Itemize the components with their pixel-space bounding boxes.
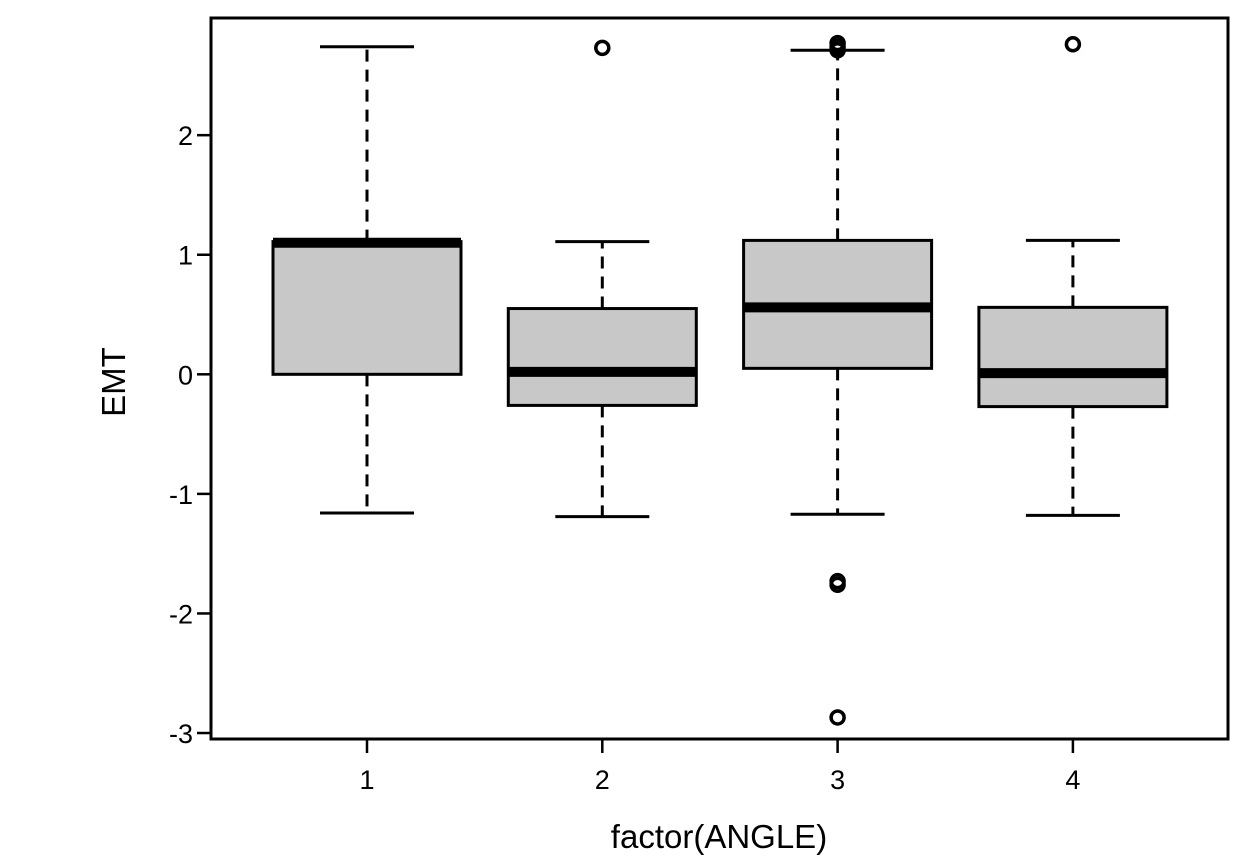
plot-frame (209, 16, 1230, 741)
x-axis: 1 2 3 4 (359, 739, 1080, 795)
y-axis-title: EMT (95, 347, 132, 417)
box-group-3 (742, 34, 934, 726)
x-tick-label: 1 (359, 765, 374, 795)
y-tick-label: 1 (178, 241, 193, 271)
box-group-4 (977, 36, 1169, 517)
outlier-point (1064, 36, 1082, 53)
outlier-point (829, 709, 846, 726)
y-tick-label: -1 (169, 480, 193, 510)
y-tick-label: 0 (178, 360, 193, 390)
y-tick-label: -3 (169, 719, 193, 749)
box-iqr (506, 307, 698, 407)
y-tick-label: -2 (169, 599, 193, 629)
box-iqr (271, 240, 463, 376)
boxes (271, 34, 1169, 726)
x-axis-title: factor(ANGLE) (611, 818, 827, 855)
y-tick-label: 2 (178, 121, 193, 151)
outlier-point (594, 39, 611, 57)
x-tick-label: 2 (595, 765, 610, 795)
box-group-1 (271, 45, 463, 515)
box-group-2 (506, 39, 698, 519)
outlier-point (829, 576, 846, 594)
outlier-point (829, 42, 846, 59)
x-tick-label: 3 (830, 765, 845, 795)
box-iqr (977, 305, 1169, 409)
x-tick-label: 4 (1065, 765, 1080, 795)
y-axis: -3 -2 -1 0 1 2 (169, 121, 211, 749)
